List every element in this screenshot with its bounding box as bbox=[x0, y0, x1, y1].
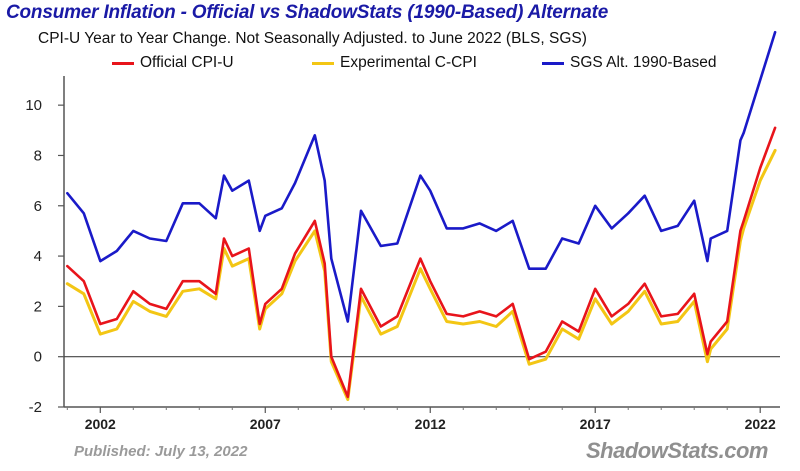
legend-item-experimental-c-cpi: Experimental C-CPI bbox=[312, 54, 477, 72]
legend-label-official-cpi-u: Official CPI-U bbox=[140, 54, 234, 71]
x-tick-label: 2012 bbox=[415, 416, 446, 432]
legend-swatch-official-cpi-u bbox=[112, 61, 134, 65]
series-experimental-c-cpi bbox=[65, 148, 777, 401]
x-tick-label: 2002 bbox=[85, 416, 116, 432]
series-official-cpi-u bbox=[66, 126, 777, 399]
x-tick-label: 2007 bbox=[250, 416, 281, 432]
legend-label-experimental-c-cpi: Experimental C-CPI bbox=[340, 54, 477, 71]
legend: Official CPI-U Experimental C-CPI SGS Al… bbox=[0, 54, 800, 76]
y-tick-label: 6 bbox=[34, 198, 42, 215]
legend-item-official-cpi-u: Official CPI-U bbox=[112, 54, 234, 72]
chart-title: Consumer Inflation - Official vs ShadowS… bbox=[6, 2, 609, 23]
y-tick-label: 0 bbox=[34, 349, 42, 366]
chart-subtitle: CPI-U Year to Year Change. Not Seasonall… bbox=[38, 30, 587, 47]
legend-item-sgs-alt: SGS Alt. 1990-Based bbox=[542, 54, 716, 72]
series-sgs-alt bbox=[66, 30, 777, 323]
y-tick-label: 2 bbox=[34, 298, 42, 315]
x-tick-label: 2017 bbox=[580, 416, 611, 432]
y-tick-label: -2 bbox=[29, 399, 42, 416]
y-tick-label: 8 bbox=[34, 147, 42, 164]
y-tick-label: 10 bbox=[25, 97, 42, 114]
legend-swatch-sgs-alt bbox=[542, 61, 564, 65]
published-date: Published: July 13, 2022 bbox=[74, 443, 248, 460]
legend-swatch-experimental-c-cpi bbox=[312, 61, 334, 65]
y-tick-label: 4 bbox=[34, 248, 42, 265]
legend-label-sgs-alt: SGS Alt. 1990-Based bbox=[570, 54, 717, 71]
x-tick-label: 2022 bbox=[745, 416, 776, 432]
watermark: ShadowStats.com bbox=[586, 438, 768, 463]
